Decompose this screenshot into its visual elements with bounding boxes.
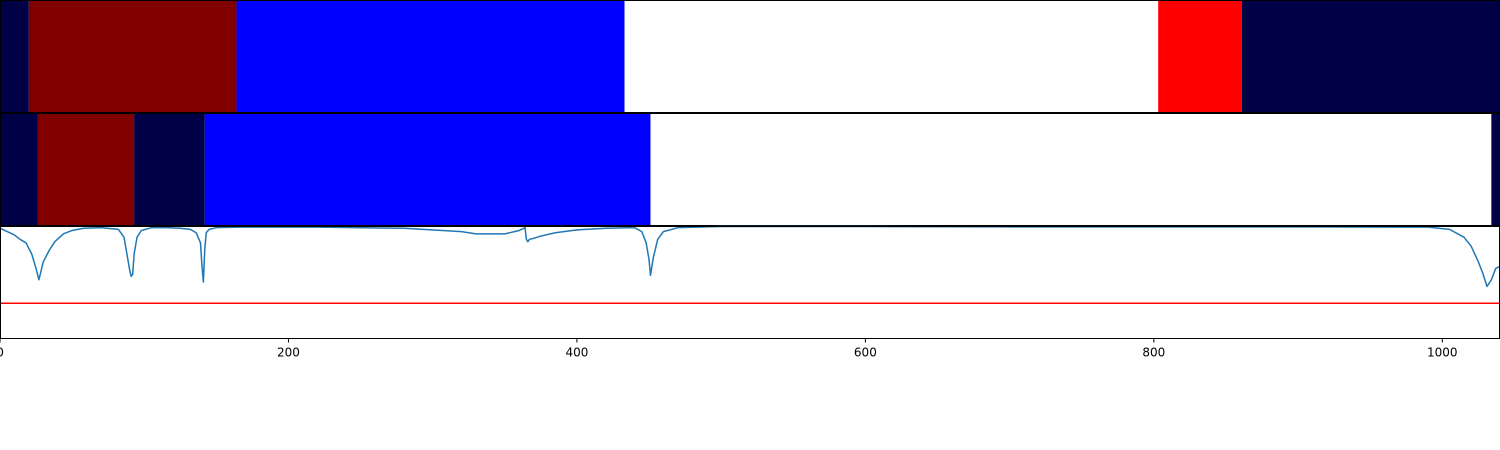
segment-bar bbox=[650, 113, 1492, 225]
x-tick-label: 800 bbox=[1142, 346, 1165, 360]
segmentation-middle-panel bbox=[0, 113, 1500, 226]
segment-bar bbox=[1241, 0, 1500, 112]
segment-bar bbox=[37, 113, 135, 225]
panel-frame bbox=[0, 226, 1500, 339]
segment-bar bbox=[624, 0, 1159, 112]
x-axis: 0 200 400 600 800 1000 bbox=[0, 338, 1458, 360]
segment-bar bbox=[0, 0, 29, 112]
segment-bar bbox=[204, 113, 651, 225]
confidence-line bbox=[0, 225, 1500, 288]
x-tick-label: 600 bbox=[854, 346, 877, 360]
x-tick-label: 1000 bbox=[1427, 346, 1458, 360]
segment-bar bbox=[28, 0, 237, 112]
x-tick-label: 0 bbox=[0, 346, 4, 360]
segment-bar bbox=[236, 0, 625, 112]
x-tick-label: 200 bbox=[277, 346, 300, 360]
segment-bar bbox=[1158, 0, 1242, 112]
segment-bar bbox=[1491, 113, 1500, 225]
x-tick-label: 400 bbox=[565, 346, 588, 360]
segmentation-top-panel bbox=[0, 0, 1500, 113]
segment-bar bbox=[0, 113, 38, 225]
confidence-panel bbox=[0, 225, 1500, 339]
segment-bar bbox=[134, 113, 205, 225]
